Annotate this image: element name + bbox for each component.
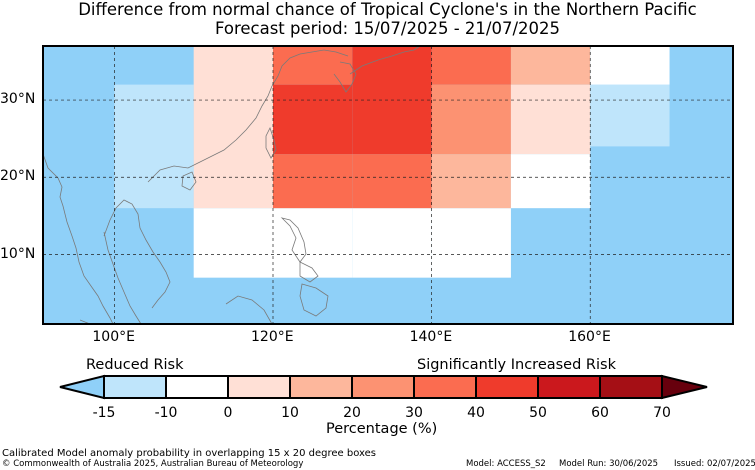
colorbar-under-arrow bbox=[59, 374, 105, 400]
coastline-taiwan bbox=[265, 126, 277, 159]
colorbar-tick-label: 20 bbox=[343, 405, 361, 421]
colorbar-bin bbox=[413, 375, 477, 399]
coastline-malay bbox=[103, 231, 142, 325]
coastline-korea bbox=[333, 61, 357, 93]
coastline-mainland bbox=[42, 153, 114, 325]
colorbar-bin bbox=[165, 375, 229, 399]
probability-cell bbox=[431, 154, 511, 209]
coastline-japan bbox=[349, 45, 421, 75]
lon-tick-label: 140°E bbox=[409, 329, 453, 345]
probability-cell bbox=[431, 84, 511, 155]
lon-tick-label: 100°E bbox=[92, 329, 135, 345]
probability-cell bbox=[510, 84, 591, 155]
colorbar-tick-label: -15 bbox=[92, 405, 116, 421]
lat-tick-label: 10°N bbox=[0, 245, 36, 262]
forecast-period: Forecast period: 15/07/2025 - 21/07/2025 bbox=[214, 19, 561, 38]
colorbar-tick-label: 40 bbox=[467, 405, 485, 421]
coastline-indochina bbox=[103, 199, 171, 309]
coastline-hainan bbox=[181, 171, 197, 191]
colorbar-bin bbox=[537, 375, 601, 399]
colorbar-tick-label: 30 bbox=[405, 405, 423, 421]
probability-cell bbox=[273, 208, 353, 278]
colorbar-xlabel: Percentage (%) bbox=[326, 421, 438, 437]
probability-cell bbox=[590, 46, 670, 85]
lat-tick-label: 30°N bbox=[0, 91, 36, 108]
colorbar-bin bbox=[475, 375, 539, 399]
colorbar-tick-label: 70 bbox=[653, 405, 671, 421]
probability-cell bbox=[590, 84, 670, 147]
probability-cell bbox=[273, 84, 353, 155]
lon-tick-label: 120°E bbox=[251, 329, 294, 345]
colorbar-bin bbox=[227, 375, 291, 399]
probability-cell bbox=[510, 46, 591, 85]
lon-tick-label: 160°E bbox=[568, 329, 611, 345]
colorbar-tick-label: 60 bbox=[591, 405, 609, 421]
graticule bbox=[43, 46, 733, 324]
probability-cell bbox=[352, 154, 432, 209]
probability-cell bbox=[431, 46, 511, 85]
footer-copyright: © Commonwealth of Australia 2025, Austra… bbox=[2, 459, 304, 469]
lat-tick-label: 20°N bbox=[0, 168, 36, 185]
footer-issued: Issued: 02/07/2025 bbox=[674, 459, 755, 469]
probability-cell bbox=[431, 208, 511, 278]
probability-cells bbox=[114, 46, 670, 278]
colorbar-bin bbox=[599, 375, 663, 399]
coastline-china bbox=[147, 49, 349, 183]
colorbar-tick-label: 10 bbox=[281, 405, 299, 421]
probability-cell bbox=[273, 46, 353, 85]
footer-description: Calibrated Model anomaly probability in … bbox=[2, 448, 377, 459]
probability-cell bbox=[273, 154, 353, 209]
colorbar-bin bbox=[103, 375, 167, 399]
colorbar-over-arrow bbox=[661, 374, 708, 400]
map-frame bbox=[42, 45, 734, 325]
probability-cell bbox=[510, 154, 591, 209]
coastline-borneo bbox=[225, 295, 273, 325]
probability-cell bbox=[352, 208, 432, 278]
footer-model-run: Model Run: 30/06/2025 bbox=[559, 459, 659, 469]
colorbar-bin bbox=[351, 375, 415, 399]
colorbar-left-label: Reduced Risk bbox=[86, 357, 184, 373]
coastline-visayas bbox=[299, 261, 319, 283]
probability-cell bbox=[193, 46, 273, 209]
colorbar-tick-label: 50 bbox=[529, 405, 547, 421]
probability-cell bbox=[114, 84, 194, 209]
coastline-mindanao bbox=[299, 283, 329, 317]
colorbar-right-label: Significantly Increased Risk bbox=[417, 357, 616, 373]
footer-model: Model: ACCESS_S2 bbox=[466, 459, 546, 469]
probability-cell bbox=[193, 208, 273, 278]
colorbar-bins bbox=[103, 375, 663, 399]
coastline bbox=[42, 45, 421, 325]
colorbar bbox=[59, 374, 708, 400]
colorbar-tick-label: 0 bbox=[223, 405, 233, 421]
chart-title: Difference from normal chance of Tropica… bbox=[78, 0, 697, 19]
colorbar-tick-label: -10 bbox=[154, 405, 178, 421]
colorbar-bin bbox=[289, 375, 353, 399]
coastline-luzon bbox=[280, 217, 307, 263]
